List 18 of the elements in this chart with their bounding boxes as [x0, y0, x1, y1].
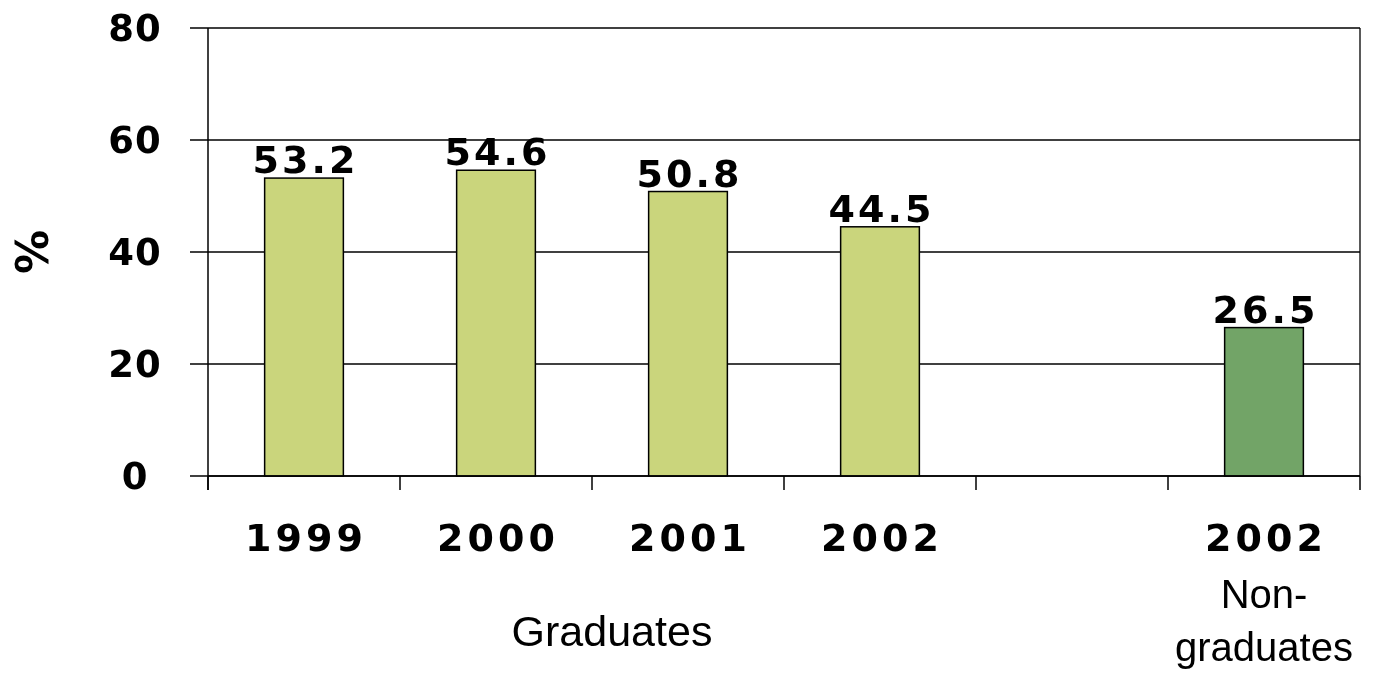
x-tick-label: 1999	[245, 516, 367, 560]
data-label: 44.5	[828, 186, 935, 231]
data-label: 50.8	[636, 151, 743, 196]
x-tick-label: 2000	[437, 516, 559, 560]
x-tick-label: 2002	[821, 516, 943, 560]
y-tick-label: 40	[108, 231, 162, 275]
text: Non-graduates	[1175, 572, 1353, 669]
x-tick-label: 2001	[629, 516, 751, 560]
text: Graduates	[511, 607, 713, 655]
data-label: 54.6	[444, 130, 551, 175]
y-axis-title: %	[7, 229, 58, 275]
y-tick-label: 60	[108, 119, 162, 163]
y-tick-label: 80	[108, 7, 162, 51]
x-tick-label: 2002	[1205, 516, 1327, 560]
y-tick-label: 0	[121, 455, 149, 499]
data-label: 26.5	[1212, 287, 1319, 332]
y-tick-label: 20	[108, 343, 162, 387]
data-label: 53.2	[252, 138, 359, 183]
